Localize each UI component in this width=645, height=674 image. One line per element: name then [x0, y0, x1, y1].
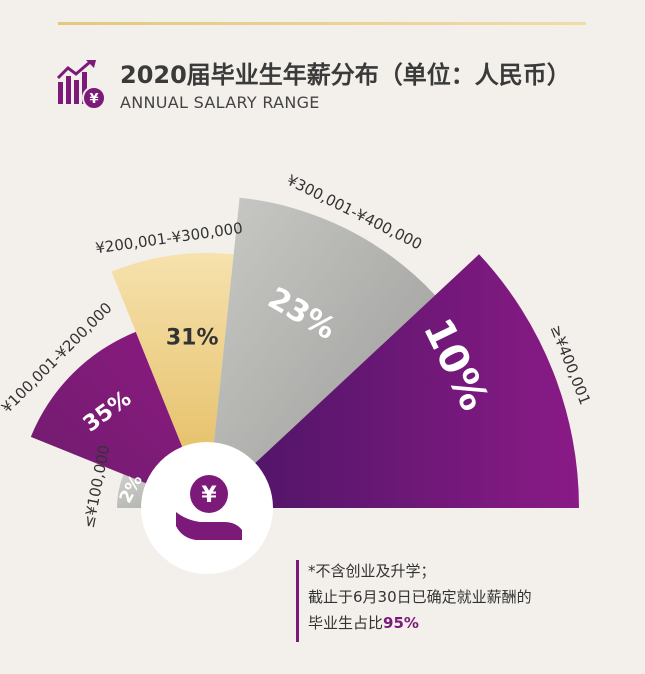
bar-chart-yen-icon: ¥ — [56, 60, 106, 110]
svg-text:¥: ¥ — [201, 483, 217, 508]
footnote-line-1: *不含创业及升学； — [308, 562, 436, 580]
yen-coin-in-hand-icon: ¥ — [176, 475, 242, 540]
top-divider — [58, 22, 586, 25]
center-badge: ¥ — [141, 442, 273, 574]
footnote-line-3: 毕业生占比95% — [308, 610, 532, 636]
value-label-3: 31% — [166, 326, 219, 351]
svg-text:¥: ¥ — [89, 92, 98, 107]
chart-title: 2020届毕业生年薪分布（单位：人民币） — [120, 61, 571, 89]
category-label-3: ¥200,001-¥300,000 — [94, 219, 244, 258]
fan-sector-5 — [207, 254, 579, 508]
footnote-line-3-text: 毕业生占比 — [308, 614, 384, 632]
chart-subtitle: ANNUAL SALARY RANGE — [120, 93, 320, 112]
footnote-highlight-value: 95% — [383, 614, 419, 632]
fan-sector-4 — [207, 197, 436, 508]
note-accent-bar — [296, 560, 299, 642]
footnote-line-2: 截止于6月30日已确定就业薪酬的 — [308, 588, 532, 606]
footnote: *不含创业及升学； 截止于6月30日已确定就业薪酬的 毕业生占比95% — [308, 558, 532, 636]
